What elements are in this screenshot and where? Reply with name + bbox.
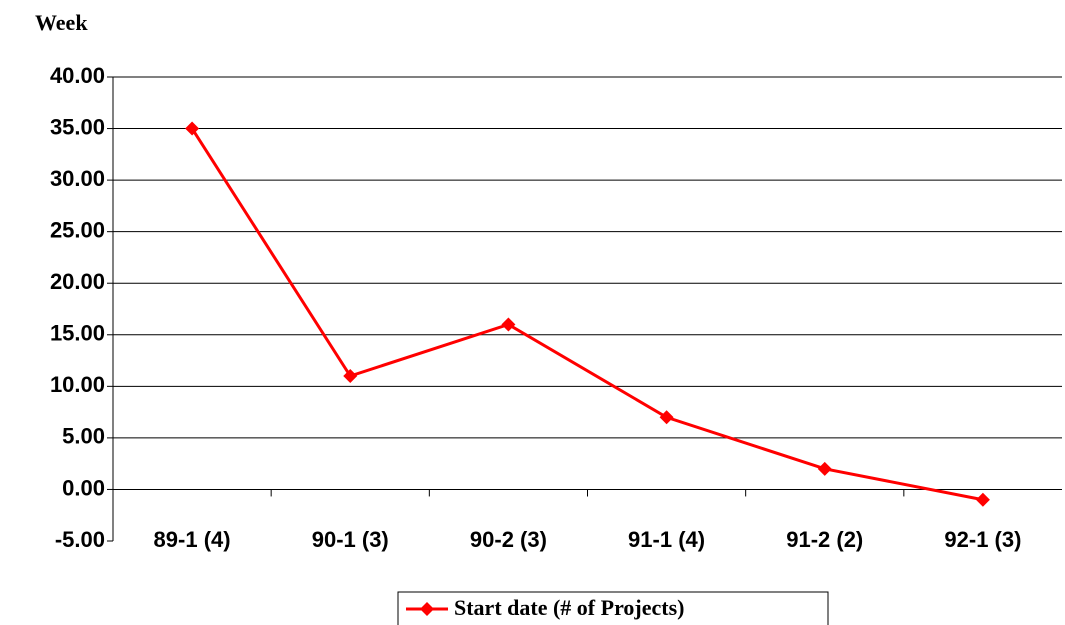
y-axis-title: Week: [35, 10, 88, 35]
y-tick-label: -5.00: [55, 527, 105, 552]
x-tick-label: 90-2 (3): [470, 527, 547, 552]
x-tick-label: 91-1 (4): [628, 527, 705, 552]
point-marker: [975, 492, 990, 507]
legend-label: Start date (# of Projects): [454, 595, 685, 620]
x-tick-label: 90-1 (3): [312, 527, 389, 552]
point-marker: [501, 317, 516, 332]
y-tick-label: 15.00: [50, 321, 105, 346]
y-tick-label: 0.00: [62, 475, 105, 500]
x-tick-label: 91-2 (2): [786, 527, 863, 552]
y-tick-label: 40.00: [50, 63, 105, 88]
y-tick-label: 20.00: [50, 269, 105, 294]
point-marker: [343, 369, 358, 384]
legend-box: [397, 591, 829, 625]
x-tick-label: 92-1 (3): [944, 527, 1021, 552]
series-line: [190, 127, 984, 502]
point-marker: [659, 410, 674, 425]
x-tick-label: 89-1 (4): [154, 527, 231, 552]
y-tick-label: 25.00: [50, 217, 105, 242]
point-marker: [185, 121, 200, 136]
y-tick-label: 35.00: [50, 114, 105, 139]
y-tick-label: 5.00: [62, 424, 105, 449]
point-marker: [817, 461, 832, 476]
y-tick-label: 30.00: [50, 166, 105, 191]
y-tick-label: 10.00: [50, 372, 105, 397]
legend-marker: [420, 602, 434, 616]
